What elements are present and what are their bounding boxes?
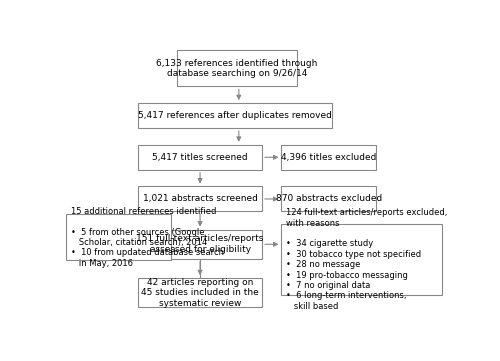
FancyBboxPatch shape [138,145,262,170]
Text: 1,021 abstracts screened: 1,021 abstracts screened [142,195,258,204]
FancyBboxPatch shape [66,214,171,260]
Text: 870 abstracts excluded: 870 abstracts excluded [276,195,382,204]
FancyBboxPatch shape [282,187,376,212]
FancyBboxPatch shape [282,145,376,170]
Text: 5,417 titles screened: 5,417 titles screened [152,153,248,162]
Text: 6,133 references identified through
database searching on 9/26/14: 6,133 references identified through data… [156,58,318,78]
Text: 42 articles reporting on
45 studies included in the
systematic review: 42 articles reporting on 45 studies incl… [141,278,259,308]
FancyBboxPatch shape [138,187,262,212]
Text: 151 full-text articles/reports
assessed for eligibility: 151 full-text articles/reports assessed … [136,234,264,254]
FancyBboxPatch shape [138,103,332,128]
Text: 124 full-text articles/reports excluded,
with reasons

•  34 cigarette study
•  : 124 full-text articles/reports excluded,… [286,208,448,311]
FancyBboxPatch shape [282,224,442,295]
FancyBboxPatch shape [138,278,262,308]
Text: 5,417 references after duplicates removed: 5,417 references after duplicates remove… [138,111,332,120]
FancyBboxPatch shape [138,230,262,259]
FancyBboxPatch shape [177,50,297,86]
Text: 15 additional references identified

•  5 from other sources (Google
   Scholar,: 15 additional references identified • 5 … [71,207,224,268]
Text: 4,396 titles excluded: 4,396 titles excluded [281,153,376,162]
